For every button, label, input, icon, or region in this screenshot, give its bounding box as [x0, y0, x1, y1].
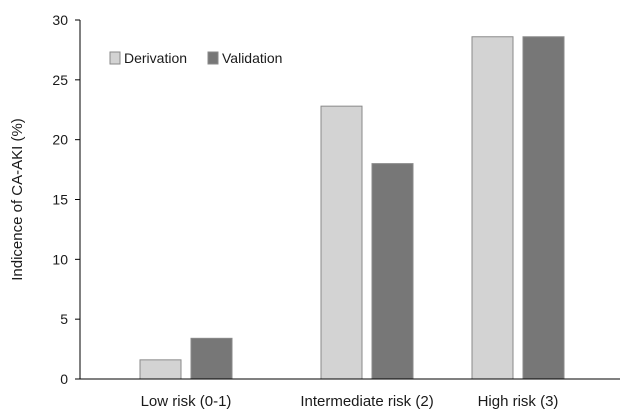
- bar-validation-2: [522, 36, 565, 380]
- y-tick-label: 10: [52, 251, 68, 267]
- legend-label-validation: Validation: [222, 50, 282, 66]
- legend-label-derivation: Derivation: [124, 50, 187, 66]
- y-tick-label: 5: [60, 311, 68, 327]
- y-tick-label: 20: [52, 132, 68, 148]
- bar-derivation-1: [320, 105, 363, 380]
- y-axis-title: Indicence of CA-AKI (%): [9, 118, 26, 281]
- bar-derivation-2: [471, 36, 514, 380]
- bar-validation-1: [371, 163, 414, 380]
- x-tick-labels-group: Low risk (0-1) Intermediate risk (2) High …: [141, 393, 559, 410]
- legend-swatch-derivation: [109, 51, 121, 65]
- y-tick-label: 30: [52, 12, 68, 28]
- bars-group: [139, 36, 565, 380]
- y-ticks-group: 0 5 10 15 20 25 30: [52, 12, 80, 387]
- legend: Derivation Validation: [109, 50, 282, 66]
- y-tick-label: 0: [60, 371, 68, 387]
- y-tick-label: 15: [52, 192, 68, 208]
- bar-derivation-0: [139, 359, 182, 380]
- y-tick-label: 25: [52, 72, 68, 88]
- legend-swatch-validation: [207, 51, 219, 65]
- x-category-label: Intermediate risk (2): [300, 393, 433, 410]
- x-category-label: Low risk (0-1): [141, 393, 232, 410]
- bar-validation-0: [190, 337, 233, 380]
- x-category-label: High risk (3): [478, 393, 559, 410]
